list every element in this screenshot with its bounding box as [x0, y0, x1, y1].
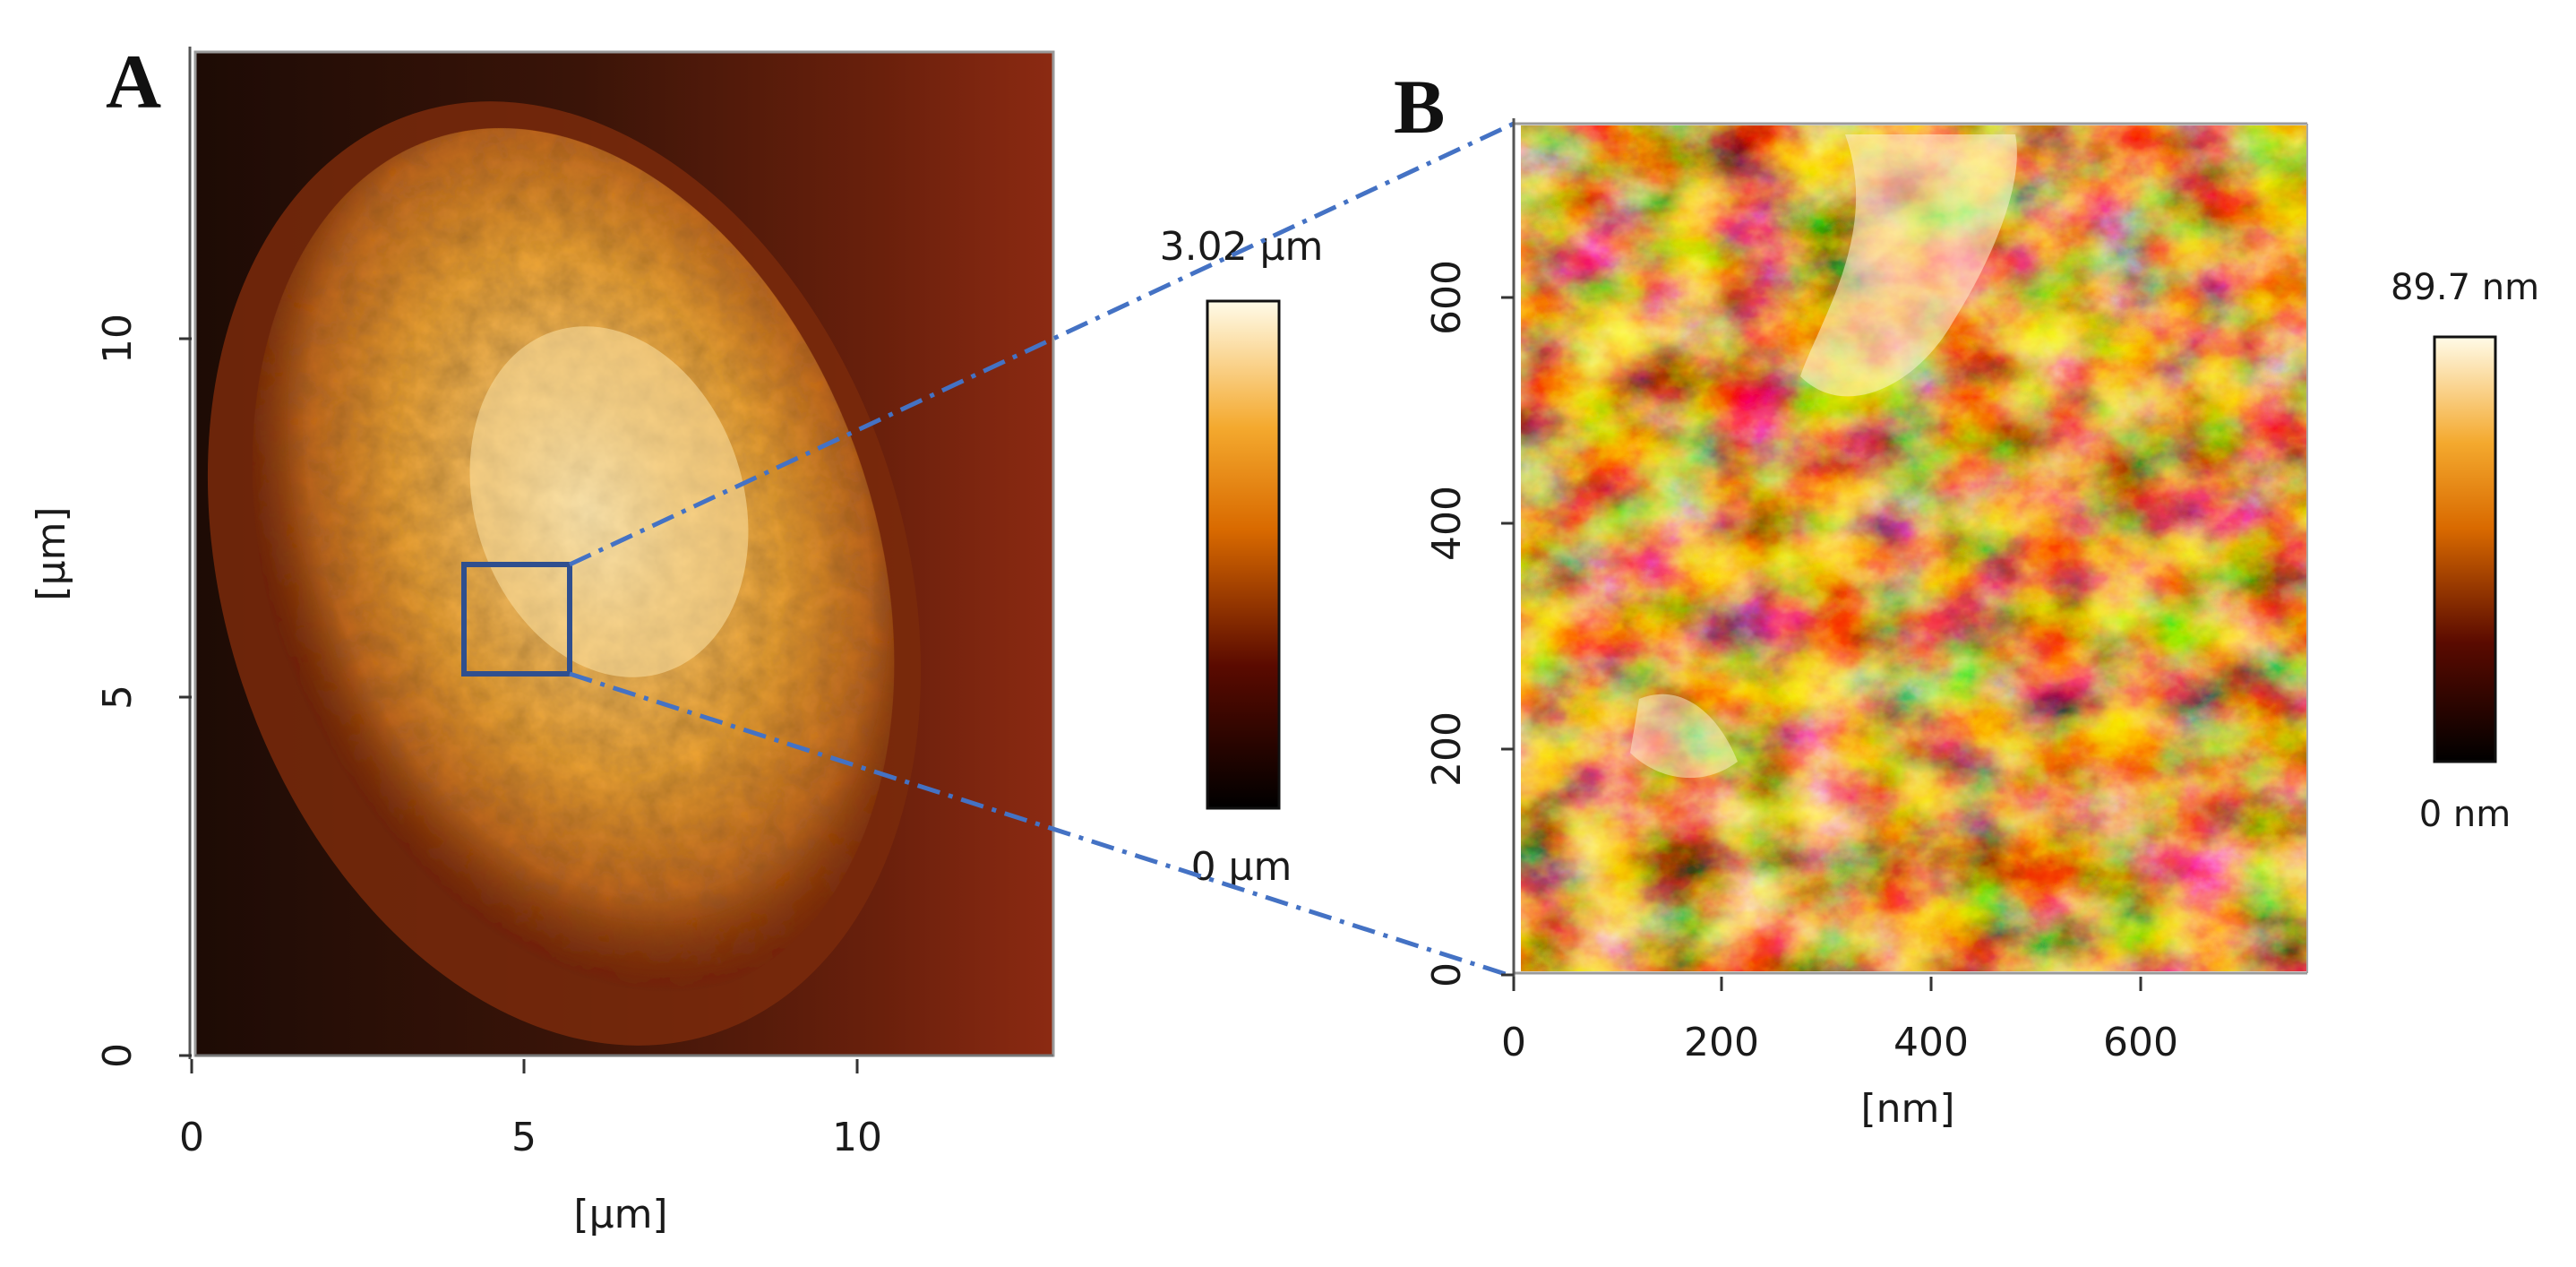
- panel-b-colorbar-max-label: 89.7 nm: [2391, 267, 2539, 308]
- panel-b-x-tick: 600: [2103, 1020, 2178, 1065]
- panel-a-x-tick: 0: [179, 1115, 204, 1160]
- panel-b-y-tick: 0: [1424, 962, 1470, 987]
- panel-a-y-tick: 0: [95, 1043, 141, 1068]
- panel-b-x-tick: 400: [1893, 1020, 1969, 1065]
- panel-b-y-tick: 200: [1424, 711, 1470, 787]
- panel-b-colorbar-min-label: 0 nm: [2419, 794, 2511, 835]
- panel-b-x-axis-label: [nm]: [1860, 1086, 1954, 1132]
- panel-b-x-axis: 0 200 400 600 [nm]: [1501, 977, 2178, 1132]
- panel-b: B 0 200 400 600 0 200: [1394, 64, 2539, 1132]
- panel-b-afm-image: [1521, 125, 2307, 971]
- panel-a-x-tick: 10: [832, 1115, 882, 1160]
- panel-b-y-tick: 600: [1424, 260, 1470, 335]
- panel-b-x-tick: 0: [1501, 1020, 1526, 1065]
- panel-a-letter: A: [106, 39, 161, 125]
- panel-a-x-tick: 5: [511, 1115, 537, 1160]
- panel-b-x-tick: 200: [1684, 1020, 1759, 1065]
- panel-a: A 0 5 10 [µm] 0 5 10 [µ: [29, 39, 1324, 1237]
- zoom-region-box: [461, 562, 572, 677]
- panel-a-y-axis: 0 5 10 [µm]: [29, 314, 192, 1068]
- panel-a-afm-image: [195, 52, 1053, 1056]
- zoom-connector-lines: [568, 121, 1516, 979]
- panel-a-y-tick: 5: [95, 685, 141, 710]
- panel-a-x-axis-label: [µm]: [573, 1192, 667, 1237]
- panel-a-colorbar: 3.02 µm 0 µm: [1160, 224, 1324, 890]
- panel-b-y-tick: 400: [1424, 486, 1470, 561]
- panel-b-colorbar: 89.7 nm 0 nm: [2391, 267, 2539, 835]
- panel-a-colorbar-min-label: 0 µm: [1191, 844, 1292, 890]
- panel-b-y-axis: 0 200 400 600: [1424, 260, 1514, 987]
- panel-a-y-axis-label: [µm]: [29, 506, 74, 600]
- panel-a-x-axis: 0 5 10 [µm]: [179, 1059, 882, 1237]
- panel-a-y-tick: 10: [95, 314, 141, 364]
- panel-a-colorbar-max-label: 3.02 µm: [1160, 224, 1324, 270]
- panel-b-letter: B: [1394, 64, 1445, 150]
